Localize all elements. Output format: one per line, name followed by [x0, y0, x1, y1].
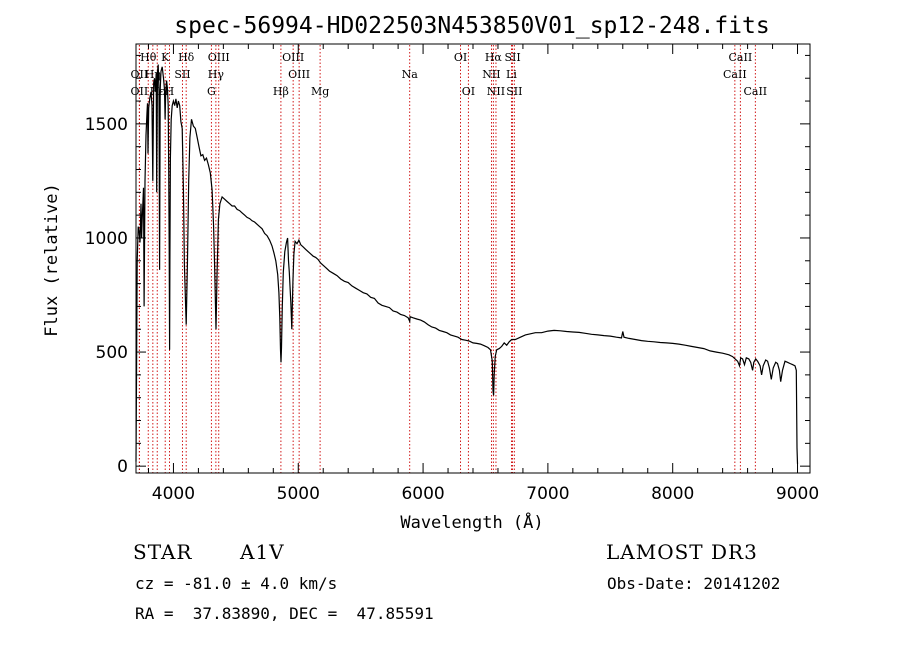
marker-label-22: Li — [506, 68, 517, 81]
x-tick-label: 9000 — [776, 484, 819, 504]
marker-label-16: Na — [402, 68, 419, 81]
marker-label-17: OI — [454, 51, 467, 64]
y-tick-label: 1500 — [85, 115, 128, 135]
plot-frame — [135, 43, 811, 474]
y-tick-label: 500 — [96, 343, 128, 363]
marker-label-8: SII — [174, 68, 190, 81]
marker-label-14: OIII — [288, 68, 310, 81]
marker-label-12: Hβ — [273, 85, 289, 98]
x-tick-label: 8000 — [651, 484, 694, 504]
x-tick-label: 4000 — [152, 484, 195, 504]
marker-label-1: OII — [131, 68, 149, 81]
marker-label-18: OI — [462, 85, 475, 98]
x-tick-label: 7000 — [526, 484, 569, 504]
marker-label-19: Hα — [485, 51, 503, 64]
marker-label-21: NII — [482, 68, 500, 81]
marker-label-9: OIII — [208, 51, 230, 64]
marker-label-7: Hδ — [178, 51, 195, 64]
marker-label-5: K — [161, 51, 170, 64]
survey-name: LAMOST DR3 — [606, 540, 758, 564]
spectral-line-markers — [138, 45, 756, 473]
marker-label-25: CaII — [729, 51, 753, 64]
y-tick-label: 0 — [117, 457, 128, 477]
marker-label-27: CaII — [743, 85, 767, 98]
x-tick-label: 5000 — [277, 484, 320, 504]
y-tick-label: 1000 — [85, 229, 128, 249]
marker-label-23: NII — [487, 85, 505, 98]
y-axis-label: Flux (relative) — [42, 183, 62, 337]
spectrum-line — [135, 64, 799, 464]
marker-label-3: OII — [131, 85, 149, 98]
marker-label-6: H — [165, 85, 175, 98]
x-axis-ticks: 4000 5000 6000 7000 8000 9000 — [147, 44, 819, 504]
marker-label-15: Mg — [311, 85, 329, 98]
y-axis-ticks: 0 500 1000 1500 — [85, 54, 810, 477]
spectral-subclass: A1V — [240, 540, 285, 564]
marker-label-11: G — [207, 85, 216, 98]
redshift-velocity: cz = -81.0 ± 4.0 km/s — [135, 574, 338, 593]
marker-label-24: SII — [506, 85, 522, 98]
observation-date: Obs-Date: 20141202 — [607, 574, 781, 593]
marker-label-20: SII — [504, 51, 520, 64]
chart-title: spec-56994-HD022503N453850V01_sp12-248.f… — [174, 13, 769, 39]
object-type: STAR — [133, 540, 193, 564]
x-axis-label: Wavelength (Å) — [400, 511, 543, 533]
marker-label-10: Hγ — [208, 68, 225, 81]
coordinates: RA = 37.83890, DEC = 47.85591 — [135, 604, 434, 623]
marker-label-26: CaII — [723, 68, 747, 81]
marker-label-13: OIII — [282, 51, 304, 64]
marker-label-0: Hθ — [140, 51, 157, 64]
x-tick-label: 6000 — [401, 484, 444, 504]
